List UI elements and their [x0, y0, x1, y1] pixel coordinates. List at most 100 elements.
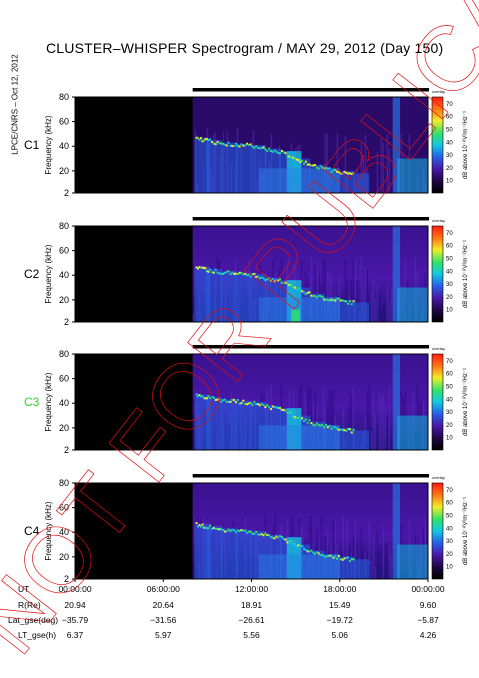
colorbar-tick-label: 70 [446, 102, 453, 108]
spectral-streak [342, 515, 345, 579]
spectral-streak [374, 299, 377, 322]
spectral-streak [374, 160, 377, 193]
plasma-line-point [291, 415, 294, 418]
plasma-line-point [212, 396, 215, 399]
plasma-line-point [301, 290, 304, 293]
colorbar-tick-label: 50 [446, 128, 453, 134]
plasma-line-point [227, 141, 230, 144]
colorbar-tick-label: 70 [446, 231, 453, 237]
colorbar-tick-label: 10 [446, 308, 453, 314]
plasma-line-point [240, 402, 243, 405]
plasma-line-point [328, 299, 331, 302]
plasma-line-point [288, 284, 291, 287]
plasma-line-point [282, 409, 285, 412]
plasma-line-point [238, 145, 241, 148]
spectral-streak [332, 519, 335, 579]
plasma-line-point [297, 287, 300, 290]
plasma-line-point [352, 172, 355, 175]
plasma-line-point [216, 271, 219, 274]
spectral-streak [192, 313, 195, 322]
plasma-line-point [202, 139, 205, 142]
plasma-line-point [284, 152, 287, 155]
plasma-line-point [223, 271, 226, 274]
plasma-line-point [255, 403, 258, 406]
plasma-line-point [271, 150, 274, 153]
spectral-streak [310, 257, 313, 322]
orbit-value: 6.37 [67, 630, 84, 640]
coverage-bar [192, 474, 429, 478]
panel-label: C4 [24, 524, 40, 538]
plasma-line-point [216, 528, 219, 531]
plasma-line-point [238, 271, 241, 274]
spectral-streak [372, 393, 375, 450]
plasma-line-point [348, 172, 351, 175]
spectral-streak [328, 389, 331, 450]
spectral-streak [332, 389, 335, 450]
plasma-line-point [302, 420, 305, 423]
plasma-line-point [295, 158, 298, 161]
orbit-value: 06:00:00 [147, 584, 180, 594]
plasma-line-point [207, 270, 210, 273]
spectral-streak [354, 260, 357, 322]
plasma-line-point [328, 554, 331, 557]
spectral-streak [370, 291, 373, 322]
plasma-line-point [334, 299, 337, 302]
spectral-streak [348, 404, 351, 450]
orbit-value: −5.87 [417, 615, 439, 625]
plasma-line-point [198, 266, 201, 269]
colorbar-label: dB above 10⁻⁸V²m⁻²Hz⁻¹ [462, 497, 469, 565]
plasma-line-point [286, 282, 289, 285]
spectral-streak [192, 179, 195, 193]
plasma-line-point [314, 424, 317, 427]
plasma-line-point [325, 298, 328, 301]
plasma-line-point [273, 537, 276, 540]
plasma-line-point [315, 422, 318, 425]
plasma-line-point [234, 401, 237, 404]
spectral-streak [382, 393, 385, 450]
spectral-streak [364, 267, 367, 322]
plasma-line-point [280, 408, 283, 411]
plasma-line-point [229, 144, 232, 147]
y-tick-label: 20 [59, 552, 69, 562]
y-tick-label: 2 [64, 574, 69, 584]
plasma-line-point [337, 297, 340, 300]
plasma-line-point [216, 140, 219, 143]
spectral-streak [388, 387, 391, 450]
emission-blob [291, 309, 301, 322]
colorbar-tick-label: 10 [446, 436, 453, 442]
plasma-line-point [209, 268, 212, 271]
orbit-row-label: LT_gse(h) [18, 630, 56, 640]
plasma-line-point [245, 274, 248, 277]
emission-blob [258, 425, 340, 450]
plasma-line-point [328, 167, 331, 170]
plasma-line-point [244, 144, 247, 147]
emission-band [206, 269, 223, 322]
plasma-line-point [260, 402, 263, 405]
plasma-line-point [286, 155, 289, 158]
plasma-line-point [253, 532, 256, 535]
emission-band [397, 415, 428, 450]
spectral-streak [356, 280, 359, 322]
panel-c2: 2 20 40 60 80 Frequency (kHz) C2 overlay 10 20 30 4… [24, 217, 469, 327]
plasma-line-point [310, 422, 313, 425]
plasma-line-point [266, 404, 269, 407]
plasma-line-point [242, 399, 245, 402]
spectral-streak [368, 127, 371, 193]
plasma-line-point [231, 145, 234, 148]
spectral-streak [360, 143, 363, 193]
spectral-streak [378, 293, 381, 322]
spectral-streak [386, 284, 389, 322]
y-tick-label: 40 [59, 527, 69, 537]
y-tick-label: 20 [59, 166, 69, 176]
plasma-line-point [264, 148, 267, 151]
plasma-line-point [253, 400, 256, 403]
plasma-line-point [341, 299, 344, 302]
plasma-line-point [336, 170, 339, 173]
orbit-value: 5.97 [155, 630, 172, 640]
plasma-line-point [341, 428, 344, 431]
plasma-line-point [269, 407, 272, 410]
plasma-line-point [297, 159, 300, 162]
plasma-line-point [306, 291, 309, 294]
plasma-line-point [197, 525, 200, 528]
plasma-line-point [268, 405, 271, 408]
